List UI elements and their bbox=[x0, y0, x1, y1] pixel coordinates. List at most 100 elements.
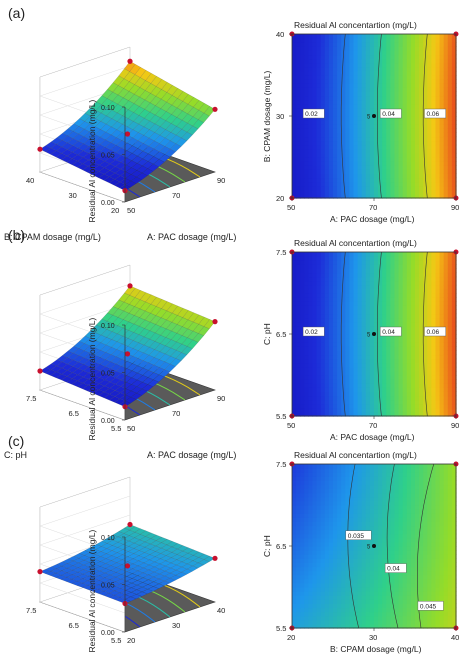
contour-cell bbox=[292, 395, 297, 401]
contour-cell bbox=[402, 144, 408, 150]
contour-cell bbox=[443, 252, 449, 257]
contour-cell bbox=[304, 305, 309, 310]
contour-cell bbox=[402, 375, 408, 380]
contour-cell bbox=[410, 120, 416, 125]
contour-cell bbox=[439, 264, 445, 269]
contour-cell bbox=[345, 607, 350, 613]
contour-cell bbox=[353, 488, 359, 494]
contour-cell bbox=[386, 305, 391, 310]
contour-cell bbox=[427, 313, 432, 319]
contour-cell bbox=[292, 558, 297, 563]
x-tick-label: 50 bbox=[287, 203, 295, 212]
contour-cell bbox=[439, 124, 445, 129]
contour-cell bbox=[419, 338, 424, 343]
contour-cell bbox=[402, 407, 408, 413]
contour-cell bbox=[402, 173, 408, 179]
contour-cell bbox=[337, 87, 342, 92]
contour-cell bbox=[324, 578, 330, 584]
contour-cell bbox=[328, 407, 334, 413]
contour-cell bbox=[328, 513, 334, 518]
contour-cell bbox=[324, 488, 330, 494]
contour-cell bbox=[427, 260, 432, 265]
contour-cell bbox=[324, 46, 330, 51]
contour-cell bbox=[365, 607, 371, 613]
contour-cell bbox=[406, 58, 412, 64]
contour-cell bbox=[427, 383, 432, 388]
contour-cell bbox=[398, 395, 404, 401]
contour-cell bbox=[427, 38, 432, 43]
contour-cell bbox=[316, 284, 322, 290]
contour-cell bbox=[328, 62, 334, 68]
contour-cell bbox=[333, 70, 338, 76]
contour-cell bbox=[402, 132, 408, 138]
contour-cell bbox=[419, 185, 424, 191]
x-tick-label: 70 bbox=[369, 203, 377, 212]
contour-cell bbox=[357, 75, 363, 80]
contour-cell bbox=[328, 525, 334, 531]
contour-cell bbox=[439, 157, 445, 162]
contour-cell bbox=[402, 46, 408, 51]
contour-cell bbox=[431, 358, 437, 364]
contour-cell bbox=[308, 252, 314, 257]
contour-cell bbox=[292, 350, 297, 356]
contour-cell bbox=[349, 99, 355, 105]
contour-cell bbox=[394, 46, 400, 51]
contour-cell bbox=[374, 34, 379, 39]
contour-cell bbox=[431, 334, 437, 339]
contour-cell bbox=[308, 193, 314, 199]
contour-cell bbox=[308, 492, 314, 498]
contour-cell bbox=[316, 321, 322, 327]
contour-cell bbox=[435, 313, 441, 319]
contour-cell bbox=[382, 301, 387, 306]
contour-cell bbox=[427, 62, 432, 68]
contour-cell bbox=[402, 387, 408, 392]
contour-cell bbox=[308, 570, 314, 576]
contour-cell bbox=[427, 54, 432, 60]
contour-cell bbox=[365, 484, 371, 490]
contour-cell bbox=[406, 95, 412, 101]
contour-cell bbox=[308, 136, 314, 142]
x-tick-label: 30 bbox=[172, 621, 180, 630]
contour-cell bbox=[378, 161, 383, 166]
contour-cell bbox=[345, 107, 350, 113]
contour-cell bbox=[320, 256, 326, 261]
contour-cell bbox=[410, 66, 416, 72]
contour-cell bbox=[439, 140, 445, 146]
contour-cell bbox=[361, 599, 367, 604]
z-tick-label: 0.00 bbox=[101, 418, 115, 425]
contour-cell bbox=[435, 120, 441, 125]
contour-cell bbox=[390, 284, 396, 290]
contour-cell bbox=[328, 288, 334, 294]
contour-cell bbox=[451, 161, 457, 166]
contour-cell bbox=[443, 276, 449, 282]
contour-cell bbox=[382, 370, 387, 376]
contour-cell bbox=[369, 537, 375, 543]
contour-cell bbox=[312, 157, 318, 162]
contour-cell bbox=[361, 587, 367, 592]
contour-cell bbox=[353, 256, 359, 261]
contour-cell bbox=[369, 58, 375, 64]
contour-cell bbox=[415, 161, 420, 166]
contour-cell bbox=[320, 346, 326, 351]
contour-cell bbox=[345, 256, 350, 261]
contour-cell bbox=[378, 54, 383, 60]
contour-cell bbox=[435, 395, 441, 401]
contour-cell bbox=[341, 87, 346, 92]
contour-cell bbox=[439, 152, 445, 158]
contour-cell bbox=[406, 370, 412, 376]
y-tick-label: 40 bbox=[276, 30, 284, 39]
contour-cell bbox=[374, 607, 379, 613]
contour-cell bbox=[292, 529, 297, 535]
contour-cell bbox=[382, 350, 387, 356]
contour-cell bbox=[337, 370, 342, 376]
contour-cell bbox=[320, 91, 326, 97]
contour-cell bbox=[341, 325, 346, 331]
contour-cell bbox=[443, 346, 449, 351]
contour-cell bbox=[427, 346, 432, 351]
contour-cell bbox=[353, 342, 359, 347]
contour-cell bbox=[316, 391, 322, 397]
contour-cell bbox=[451, 70, 457, 76]
contour-cell bbox=[316, 297, 322, 302]
contour-cell bbox=[365, 537, 371, 543]
contour-cell bbox=[308, 99, 314, 105]
